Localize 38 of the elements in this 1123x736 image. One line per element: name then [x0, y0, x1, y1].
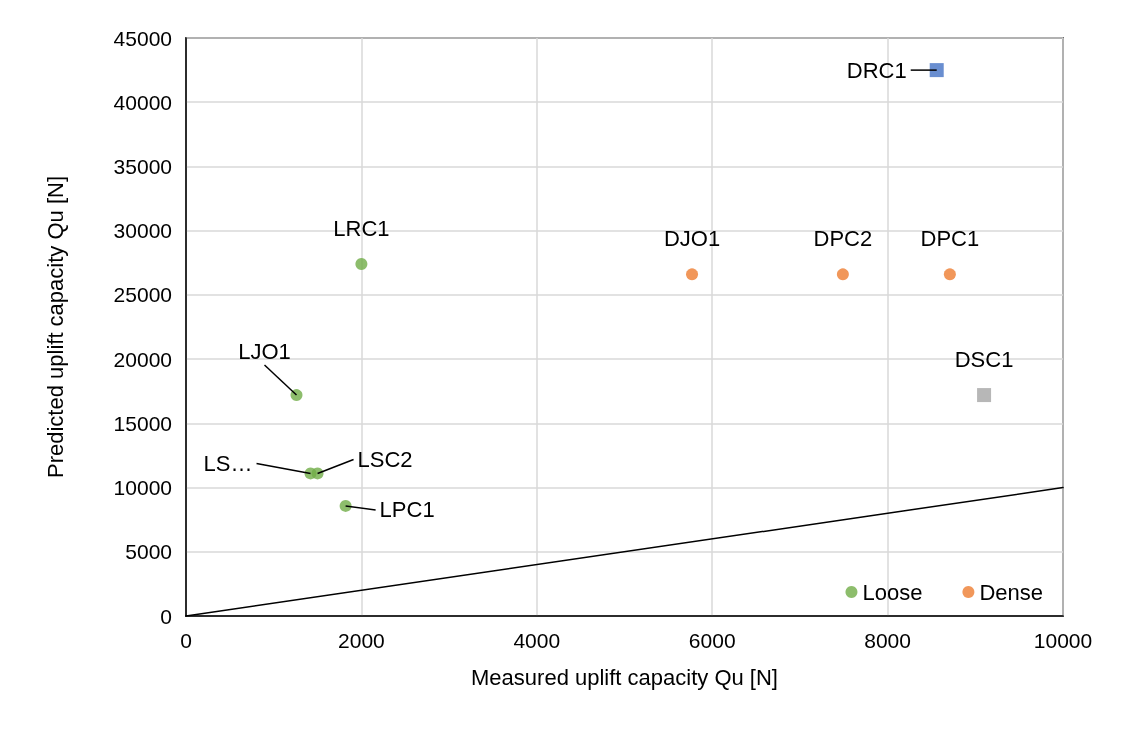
- point: [355, 258, 368, 271]
- y-tick-label: 30000: [113, 219, 172, 243]
- point: [686, 268, 699, 281]
- point: [929, 63, 944, 78]
- x-tick-label: 4000: [513, 629, 561, 652]
- annotation: DRC1: [846, 57, 907, 83]
- legend-label: Loose: [862, 579, 923, 605]
- annotation: DSC1: [954, 346, 1014, 372]
- point: [339, 499, 352, 512]
- y-tick-label: 10000: [113, 476, 172, 500]
- x-tick-label: 2000: [338, 629, 385, 652]
- y-tick-label: 25000: [113, 283, 172, 307]
- y-tick-label: 20000: [113, 347, 172, 371]
- legend-label: Dense: [979, 579, 1043, 605]
- annotation: LSC2: [357, 446, 413, 472]
- x-tick-label: 8000: [864, 629, 911, 652]
- point: [943, 268, 956, 281]
- annotation: LJO1: [238, 338, 291, 364]
- point: [977, 388, 992, 403]
- point: [311, 467, 324, 480]
- x-tick-label: 10000: [1033, 629, 1093, 652]
- annotation: DPC2: [813, 225, 873, 251]
- x-tick-label: 0: [180, 629, 192, 652]
- annotation: DJO1: [663, 225, 721, 251]
- y-tick-label: 0: [160, 604, 172, 628]
- point: [836, 268, 849, 281]
- annotation: DPC1: [920, 225, 980, 251]
- y-axis-title: Predicted uplift capacity Qu [N]: [42, 175, 68, 479]
- y-tick-label: 15000: [113, 411, 172, 435]
- y-tick-label: 5000: [125, 540, 172, 564]
- y-tick-label: 45000: [113, 26, 172, 50]
- annotation: LPC1: [379, 497, 435, 523]
- x-tick-label: 6000: [688, 629, 736, 652]
- x-axis-title: Measured uplift capacity Qu [N]: [471, 664, 778, 690]
- annotation: LRC1: [333, 215, 390, 241]
- y-tick-label: 35000: [113, 154, 172, 178]
- y-tick-label: 40000: [113, 90, 172, 114]
- annotation: LS…: [203, 450, 253, 476]
